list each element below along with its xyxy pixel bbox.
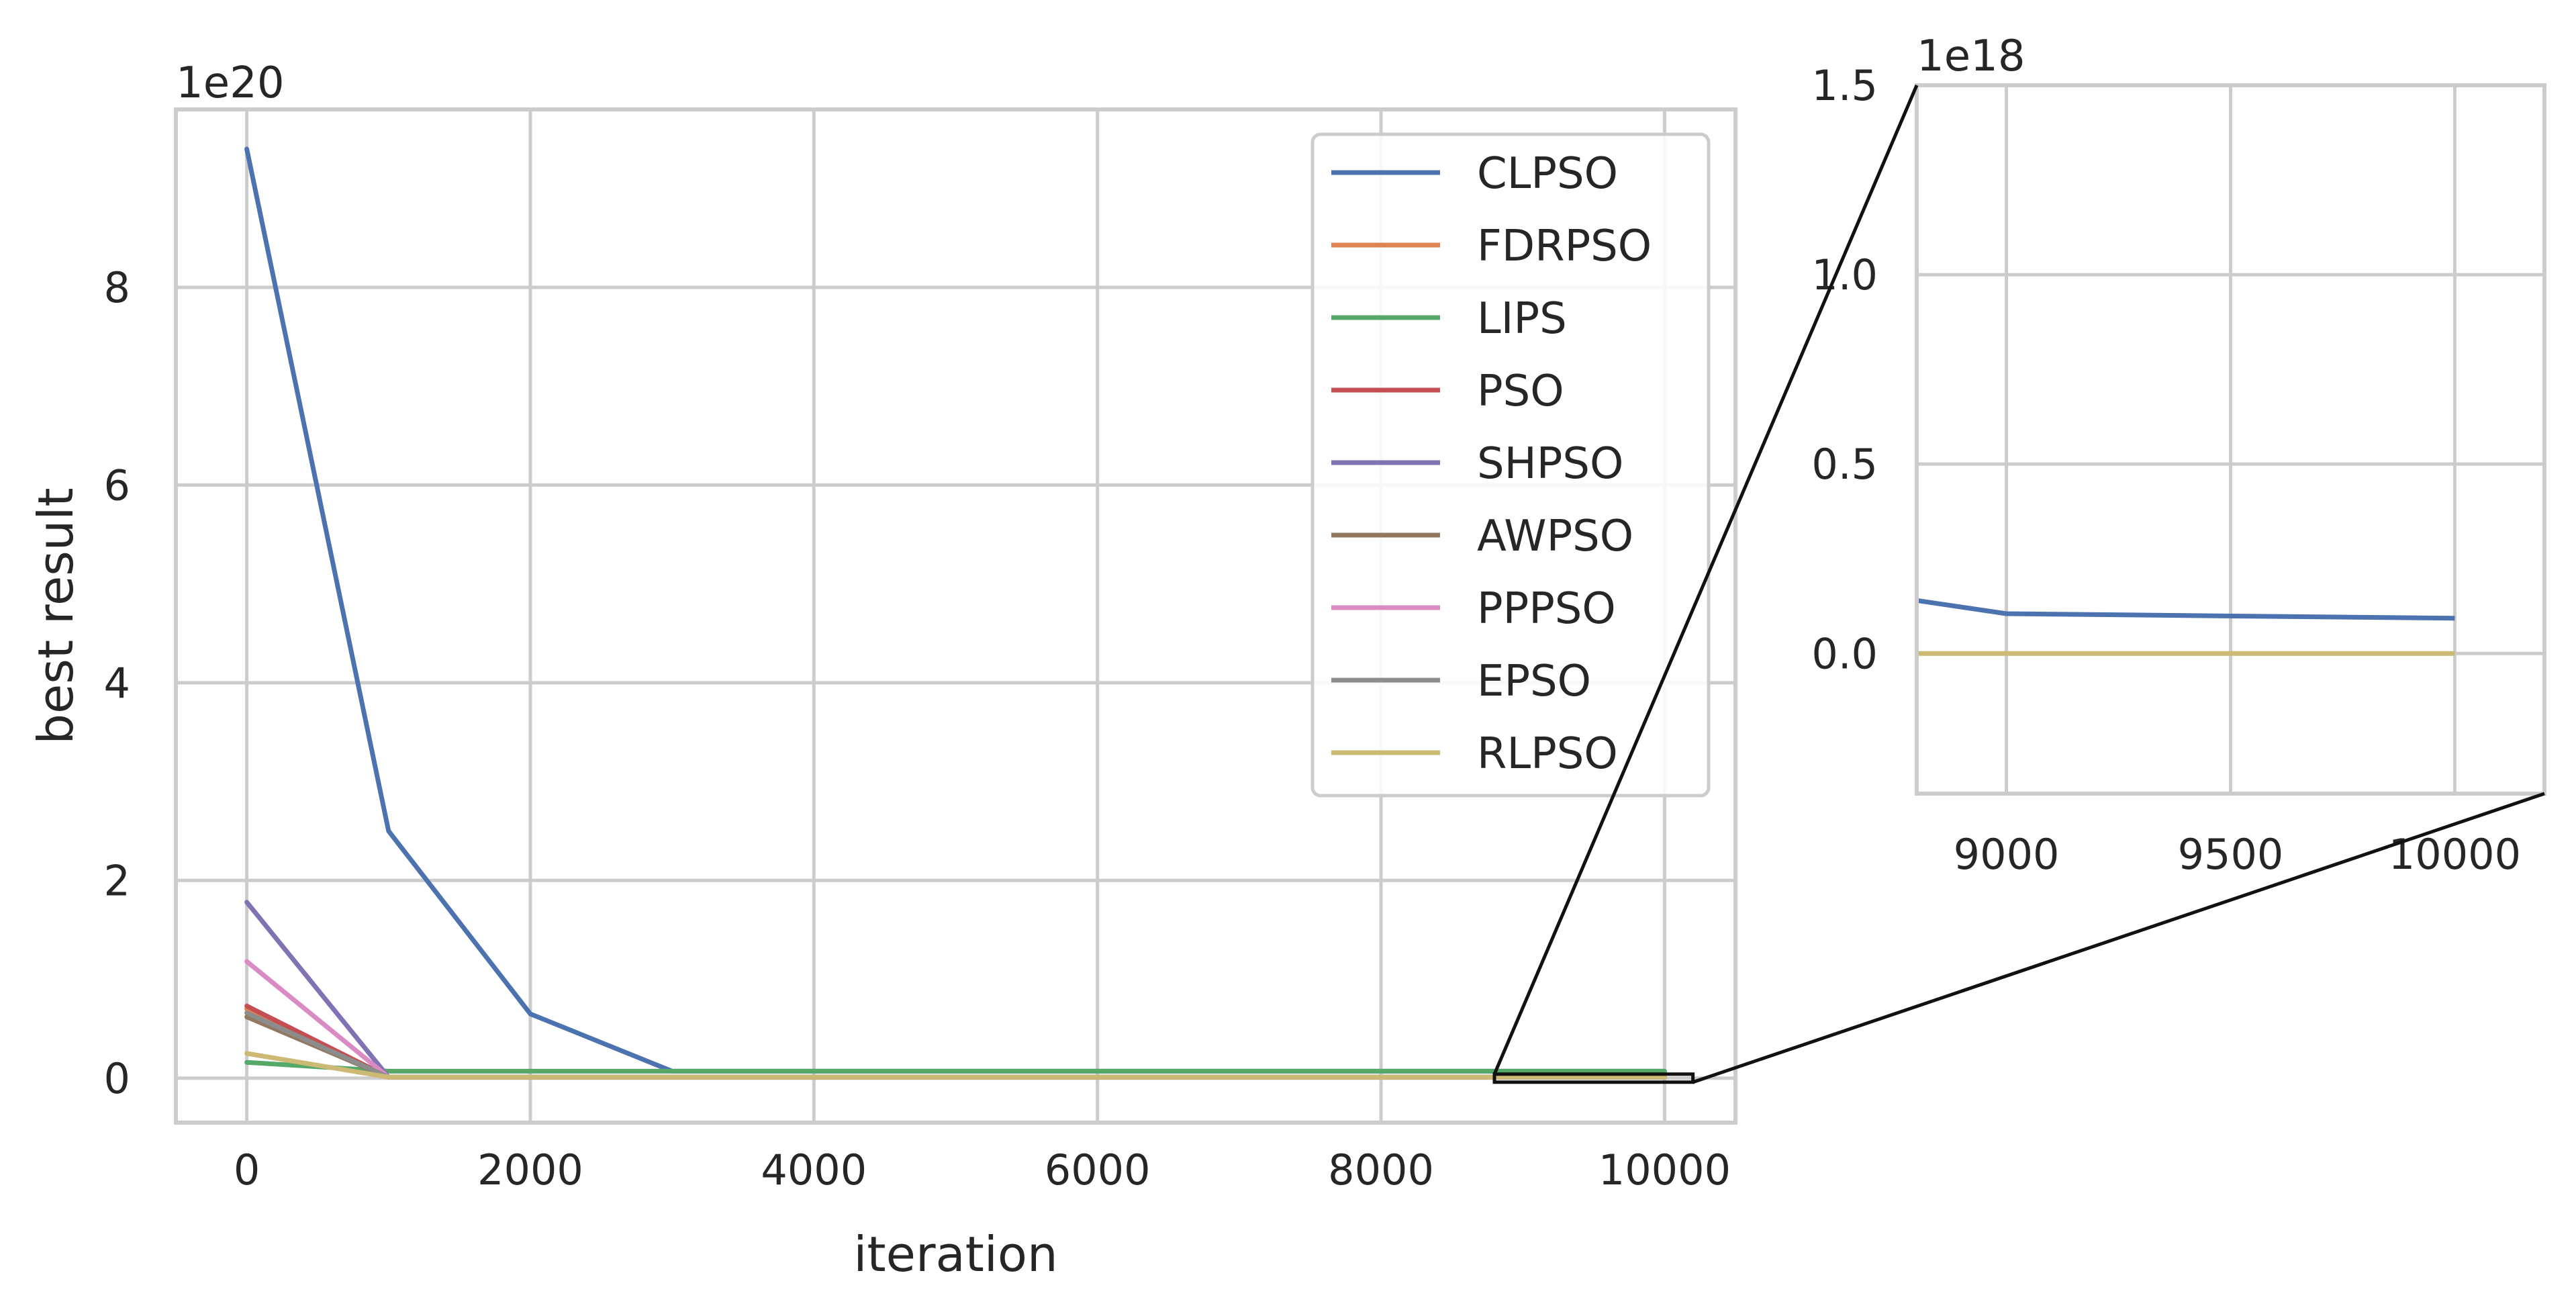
inset-series [1916,598,2455,656]
inset-plot: 9000 9500 10000 0.0 0.5 1.0 1.5 1e18 [1811,32,2546,879]
legend-item-fdrpso: FDRPSO [1331,222,1652,271]
y-tick-label: 0 [104,1054,130,1103]
series-line-lips [244,1060,1667,1074]
legend-item-awpso: AWPSO [1331,512,1633,561]
y-axis-label: best result [28,487,84,744]
main-x-tick-labels: 0 2000 4000 6000 8000 10000 [234,1145,1731,1194]
x-tick-label: 0 [234,1145,260,1194]
legend: CLPSO FDRPSO LIPS PSO SHPSO AWPSO PPPSO EPSO RLP… [1310,132,1711,798]
x-tick-label: 6000 [1045,1145,1151,1194]
inset-x-tick-label: 10000 [2389,830,2521,879]
inset-y-tick-labels: 0.0 0.5 1.0 1.5 [1811,61,1878,678]
legend-item-lips: LIPS [1331,294,1567,344]
zoom-indicator [1492,85,2545,1084]
inset-y-tick-label: 0.5 [1811,440,1878,489]
legend-label: RLPSO [1477,729,1618,779]
inset-series-line-clpso [1916,598,2455,621]
zoom-connector-line [1492,85,1919,1075]
x-tick-label: 2000 [477,1145,583,1194]
inset-y-offset-label: 1e18 [1917,32,2025,81]
legend-label: LIPS [1477,294,1567,344]
inset-y-tick-label: 0.0 [1811,629,1878,678]
legend-label: SHPSO [1477,439,1623,489]
legend-item-shpso: SHPSO [1331,439,1623,489]
main-y-tick-labels: 0 2 4 6 8 [104,263,130,1103]
series-line-rlpso [244,1051,1667,1080]
inset-x-tick-labels: 9000 9500 10000 [1954,830,2521,879]
legend-items: CLPSO FDRPSO LIPS PSO SHPSO AWPSO PPPSO EPSO RLP… [1331,149,1652,779]
legend-item-rlpso: RLPSO [1331,729,1618,779]
inset-x-tick-label: 9000 [1954,830,2060,879]
inset-axes-frame [1915,83,2546,796]
y-tick-label: 6 [104,461,130,510]
x-tick-label: 10000 [1599,1145,1731,1194]
legend-item-pso: PSO [1331,367,1564,416]
inset-y-tick-label: 1.5 [1811,61,1878,110]
legend-label: PSO [1477,367,1564,416]
y-tick-label: 4 [104,659,130,708]
x-tick-label: 4000 [761,1145,867,1194]
legend-item-epso: EPSO [1331,657,1591,706]
zoom-region-box [1492,1072,1695,1084]
x-tick-label: 8000 [1328,1145,1434,1194]
inset-y-tick-label: 1.0 [1811,250,1878,299]
legend-item-clpso: CLPSO [1331,149,1618,199]
legend-item-pppso: PPPSO [1331,584,1616,634]
inset-x-tick-label: 9500 [2178,830,2284,879]
legend-box [1310,132,1711,798]
main-y-offset-label: 1e20 [176,58,285,108]
legend-label: AWPSO [1477,512,1633,561]
y-tick-label: 2 [104,856,130,905]
legend-label: EPSO [1477,657,1591,706]
y-tick-label: 8 [104,263,130,312]
legend-label: FDRPSO [1477,222,1652,271]
zoom-connector-line [1692,792,2545,1084]
legend-label: PPPSO [1477,584,1616,634]
main-series [244,146,1667,1080]
x-axis-label: iteration [853,1226,1057,1282]
legend-label: CLPSO [1477,149,1618,199]
main-axes-frame [174,107,1737,1125]
